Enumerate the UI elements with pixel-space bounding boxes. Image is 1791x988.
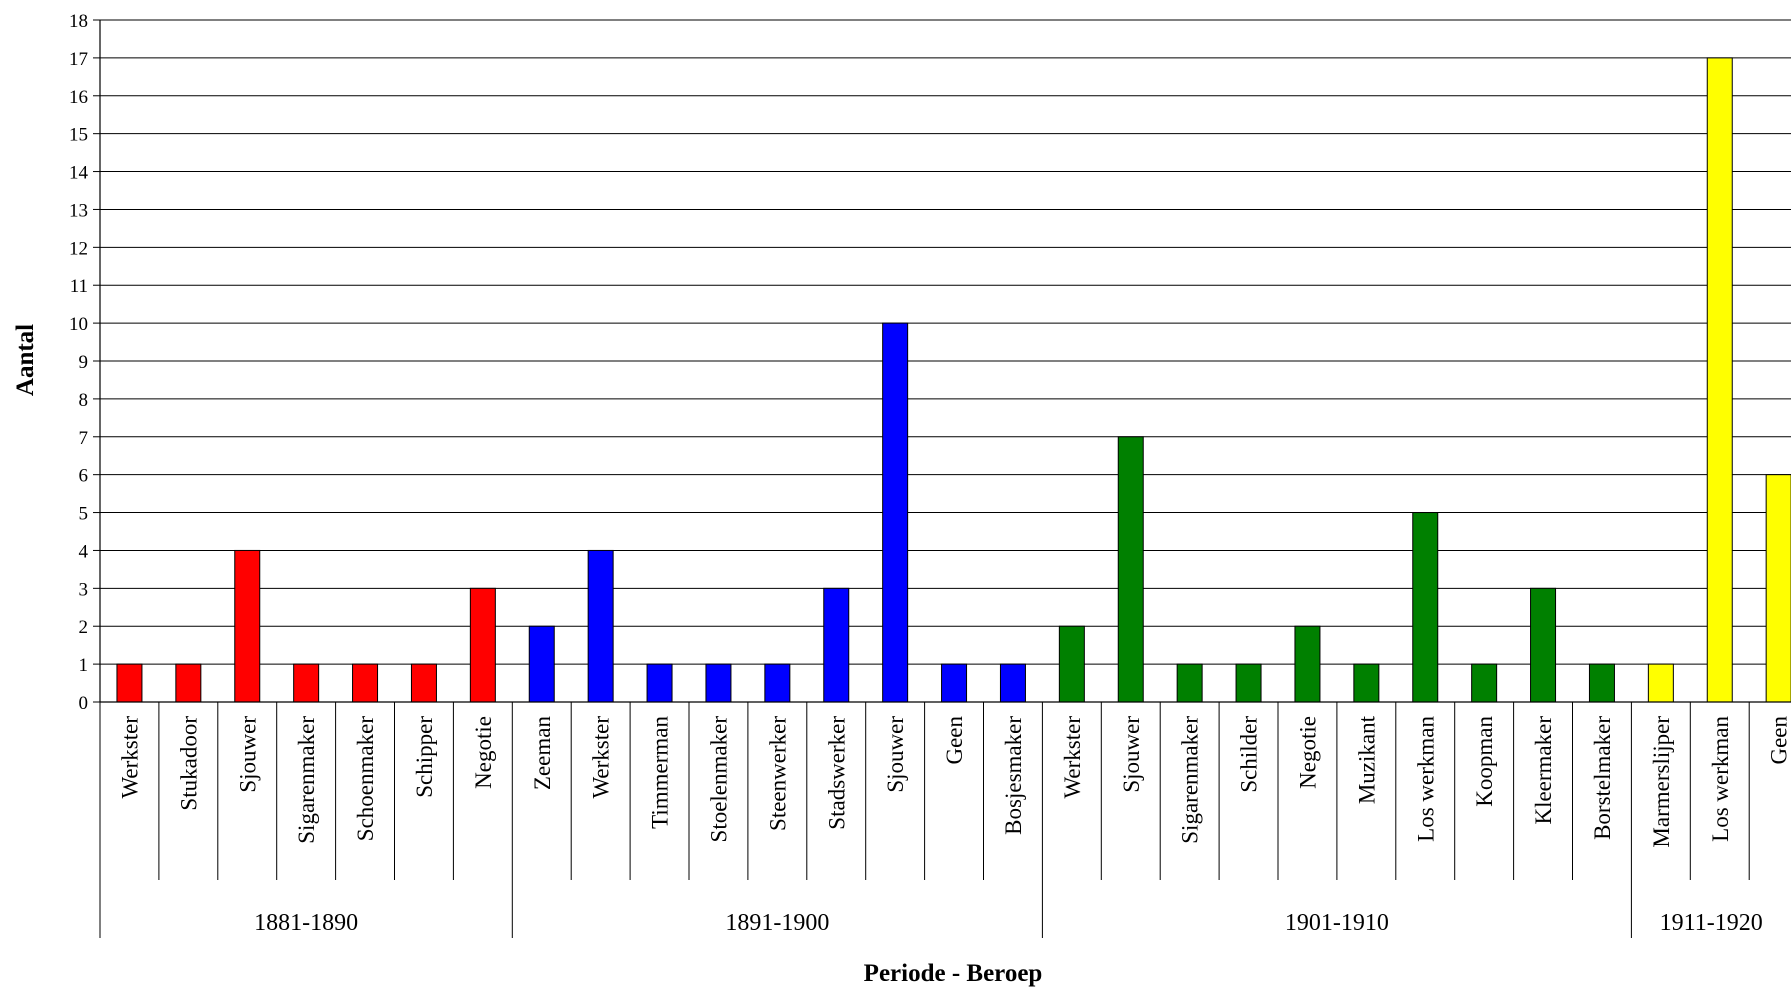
gridlines xyxy=(100,19,1791,665)
bar xyxy=(823,587,850,703)
bar xyxy=(1471,663,1498,703)
y-tick-label: 15 xyxy=(69,125,88,146)
period-label: 1891-1900 xyxy=(725,910,829,936)
y-tick-label: 8 xyxy=(79,390,89,411)
bar xyxy=(528,625,555,703)
bar xyxy=(1353,663,1380,703)
y-tick-label: 6 xyxy=(79,466,89,487)
category-label: Muzikant xyxy=(1354,715,1379,804)
category-labels: Werkster Stukadoor Sjouwer Sigarenmaker Scho… xyxy=(117,715,1791,847)
category-label: Borstelmaker xyxy=(1590,716,1615,840)
y-tick-label: 1 xyxy=(79,655,89,676)
y-tick-label: 10 xyxy=(69,314,88,335)
bar xyxy=(1058,625,1085,703)
y-tick-label: 9 xyxy=(79,352,89,373)
category-label: Werkster xyxy=(117,716,142,799)
bar xyxy=(1647,663,1674,703)
y-tick-label: 0 xyxy=(79,693,89,714)
bar xyxy=(705,663,732,703)
bar xyxy=(410,663,437,703)
bar xyxy=(941,663,968,703)
category-label: Kleermaker xyxy=(1531,716,1556,825)
bar xyxy=(1294,625,1321,703)
category-label: Schipper xyxy=(412,716,437,798)
bar xyxy=(1235,663,1262,703)
y-tick-label: 2 xyxy=(79,617,89,638)
bar xyxy=(1765,474,1791,703)
bar xyxy=(116,663,143,703)
category-label: Sjouwer xyxy=(883,716,908,793)
category-label: Werkster xyxy=(1060,716,1085,799)
y-tick-label: 14 xyxy=(69,163,89,184)
bar xyxy=(646,663,673,703)
category-label: Sigarenmaker xyxy=(1178,716,1203,844)
category-label: Bosjesmaker xyxy=(1001,716,1026,835)
category-label: Koopman xyxy=(1472,716,1497,807)
category-label: Stukadoor xyxy=(176,716,201,811)
category-label: Sigarenmaker xyxy=(294,716,319,844)
category-label: Negotie xyxy=(471,716,496,789)
y-tick-label: 17 xyxy=(69,49,88,70)
y-tick-label: 16 xyxy=(69,87,88,108)
bar xyxy=(1588,663,1615,703)
y-tick-label: 4 xyxy=(79,541,89,562)
category-label: Zeeman xyxy=(530,716,555,791)
bar xyxy=(764,663,791,703)
bar xyxy=(469,587,496,703)
category-label: Geen xyxy=(942,716,967,765)
category-label: Schilder xyxy=(1237,716,1262,793)
bar xyxy=(999,663,1026,703)
bars xyxy=(116,57,1791,703)
bar xyxy=(1706,57,1733,703)
category-label: Los werkman xyxy=(1413,716,1438,842)
y-tick-label: 3 xyxy=(79,579,89,600)
bar xyxy=(1176,663,1203,703)
period-label: 1881-1890 xyxy=(254,910,358,936)
period-labels: 1881-1890 1891-1900 1901-1910 1911-1920 xyxy=(254,910,1763,936)
x-axis-title: Periode - Beroep xyxy=(864,960,1043,987)
period-label: 1911-1920 xyxy=(1660,910,1763,936)
category-label: Stadswerker xyxy=(824,716,849,830)
category-label: Sjouwer xyxy=(235,716,260,793)
category-label: Timmerman xyxy=(648,716,673,829)
y-tick-label: 5 xyxy=(79,504,89,525)
category-label: Schoenmaker xyxy=(353,716,378,842)
category-label: Los werkman xyxy=(1708,716,1733,842)
bar xyxy=(293,663,320,703)
y-tick-label: 13 xyxy=(69,200,88,221)
period-label: 1901-1910 xyxy=(1285,910,1389,936)
category-label: Sjouwer xyxy=(1119,716,1144,793)
category-label: Stoelenmaker xyxy=(706,716,731,843)
y-tick-label: 7 xyxy=(79,428,89,449)
bar xyxy=(175,663,202,703)
category-label: Negotie xyxy=(1295,716,1320,789)
bar xyxy=(882,322,909,703)
y-tick-label: 18 xyxy=(69,11,88,32)
bar xyxy=(1530,587,1557,703)
bar xyxy=(1117,436,1144,703)
category-label: Steenwerker xyxy=(765,716,790,831)
y-tick-label: 12 xyxy=(69,238,88,259)
category-label: Marmerslijper xyxy=(1649,716,1674,848)
y-tick-label: 11 xyxy=(70,276,88,297)
bar xyxy=(1412,512,1439,703)
bar xyxy=(352,663,379,703)
bar xyxy=(234,549,261,703)
bar xyxy=(587,549,614,703)
category-label: Werkster xyxy=(589,716,614,799)
category-label: Geen xyxy=(1767,716,1791,765)
y-axis-title: Aantal xyxy=(12,324,39,396)
